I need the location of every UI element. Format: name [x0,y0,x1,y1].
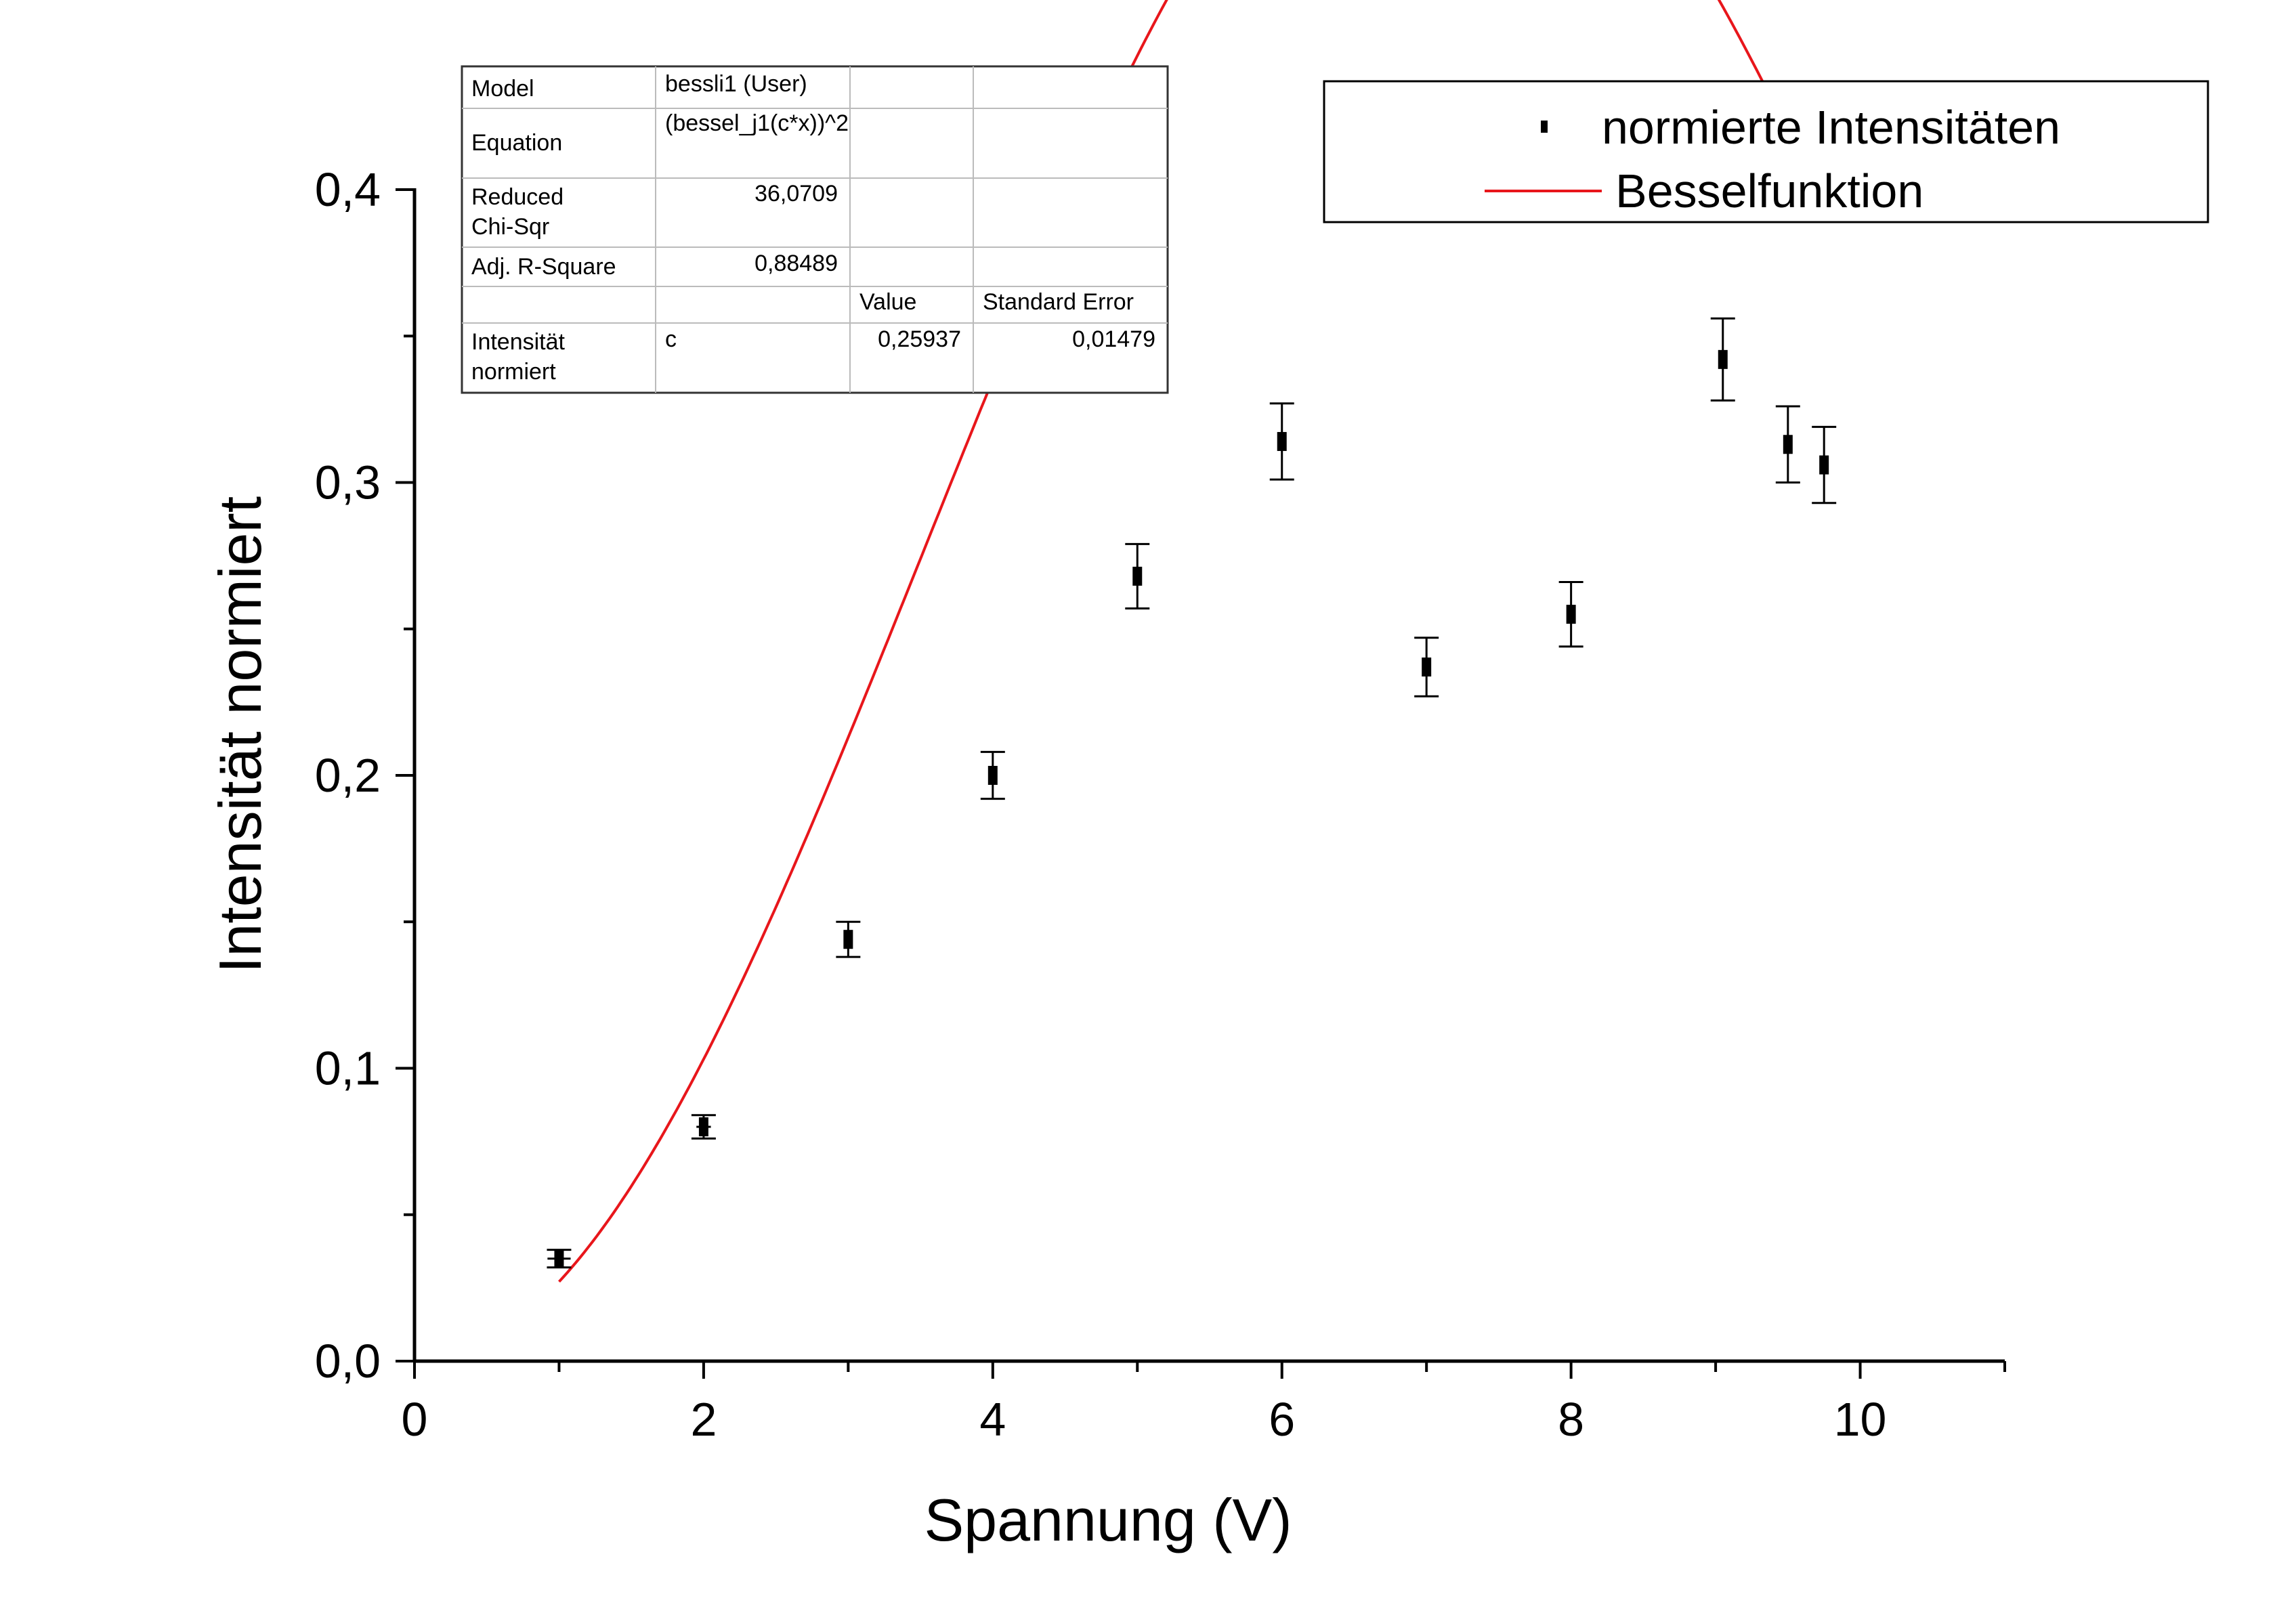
table-cell: Model [471,76,534,102]
table-cell: bessli1 (User) [665,71,807,97]
data-point [1414,637,1439,697]
table-cell-line: Standard Error [983,289,1134,315]
table-cell: 0,01479 [1072,326,1155,352]
table-cell: Equation [471,130,562,156]
table-cell: (bessel_j1(c*x))^2 [665,110,849,136]
table-cell-line: Intensität [471,329,566,355]
data-marker [1277,431,1287,451]
table-cell-line: Equation [471,130,562,156]
data-marker [554,1249,564,1268]
data-marker [1422,657,1432,676]
data-marker [698,1117,708,1136]
legend: normierte Intensitäten Besselfunktion [1323,80,2209,223]
x-tick-label: 4 [979,1393,1006,1446]
data-point [1558,581,1583,648]
table-cell: c [665,326,677,352]
table-cell: Adj. R-Square [471,254,616,280]
table-cell-line: (bessel_j1(c*x))^2 [665,110,849,136]
data-point [547,1249,572,1269]
table-cell-line: c [665,326,677,352]
axes: 0 2 4 6 8 10 0,0 0,1 0,2 0,3 0,4 Spannung (V) Intens… [207,163,2006,1553]
table-cell-line: Reduced [471,184,564,210]
legend-box [1323,80,2209,223]
data-point [1775,405,1800,484]
table-cell-line: 0,88489 [754,251,838,276]
x-axis-title: Spannung (V) [924,1486,1292,1553]
data-points-layer [547,317,1837,1269]
y-tick-label: 0,3 [315,456,381,509]
bessel-fit-curve [558,0,1826,1283]
table-cell: 36,0709 [754,181,838,207]
fit-curve-layer [558,0,1826,1283]
data-point [836,920,861,958]
data-point [1269,402,1294,481]
data-point [980,750,1005,800]
table-cell-line: Chi-Sqr [471,214,549,240]
table-cell-line: 0,01479 [1072,326,1155,352]
y-tick-label: 0,1 [315,1042,381,1095]
data-point [1812,425,1837,504]
x-tick-label: 2 [690,1393,717,1446]
data-point [1710,317,1735,402]
data-point [1125,542,1150,609]
data-marker [987,766,998,785]
table-border [461,65,1169,394]
legend-label-fit: Besselfunktion [1615,165,1923,217]
x-tick-label: 0 [402,1393,428,1446]
table-cell: Reduced Chi-Sqr [471,184,564,240]
y-tick-label: 0,0 [315,1335,381,1388]
data-point [691,1114,716,1140]
table-cell: Value [859,289,916,315]
y-axis-title: Intensität normiert [207,496,274,973]
table-cell: Standard Error [983,289,1134,315]
table-cell: 0,25937 [878,326,961,352]
table-cell-line: Model [471,76,534,102]
table-cell-line: 36,0709 [754,181,838,207]
table-cell-line: Adj. R-Square [471,254,616,280]
x-tick-label: 10 [1834,1393,1887,1446]
table-cell: 0,88489 [754,251,838,276]
data-marker [1819,455,1829,475]
data-marker [843,930,853,949]
x-tick-label: 6 [1269,1393,1295,1446]
table-cell-line: Value [859,289,916,315]
y-tick-label: 0,4 [315,163,381,216]
legend-label-points: normierte Intensitäten [1602,101,2060,154]
fit-results-table: Model bessli1 (User) Equation (bessel_j1(c*… [461,65,1169,394]
data-marker [1566,605,1576,624]
table-cell: Intensität normiert [471,329,566,385]
data-marker [1718,349,1728,369]
table-cell-line: normiert [471,359,556,385]
x-tick-label: 8 [1558,1393,1584,1446]
table-cell-line: 0,25937 [878,326,961,352]
data-marker [1783,435,1793,454]
table-cell-line: bessli1 (User) [665,71,807,97]
y-tick-label: 0,2 [315,749,381,802]
data-marker [1132,566,1143,586]
legend-marker-points [1541,121,1548,133]
